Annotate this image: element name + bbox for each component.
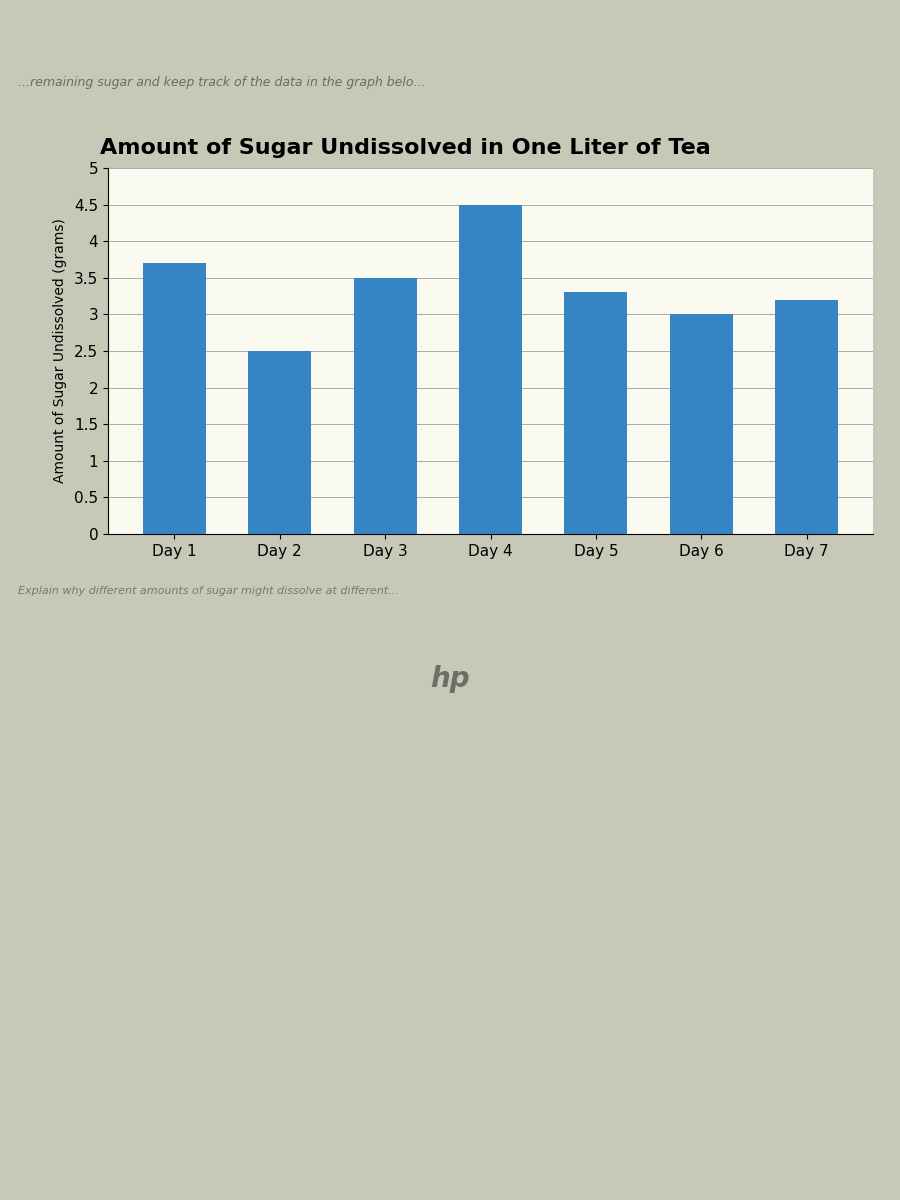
Bar — [248, 350, 311, 534]
Text: ...remaining sugar and keep track of the data in the graph belo...: ...remaining sugar and keep track of the… — [18, 77, 426, 90]
Text: Explain why different amounts of sugar might dissolve at different...: Explain why different amounts of sugar m… — [18, 586, 399, 596]
Bar — [459, 204, 522, 534]
Bar — [354, 277, 417, 534]
Bar — [775, 300, 838, 534]
Bar — [564, 293, 627, 534]
Text: Amount of Sugar Undissolved in One Liter of Tea: Amount of Sugar Undissolved in One Liter… — [100, 138, 711, 158]
Text: hp: hp — [430, 665, 470, 694]
Y-axis label: Amount of Sugar Undissolved (grams): Amount of Sugar Undissolved (grams) — [53, 218, 68, 484]
Bar — [143, 263, 206, 534]
Bar — [670, 314, 733, 534]
